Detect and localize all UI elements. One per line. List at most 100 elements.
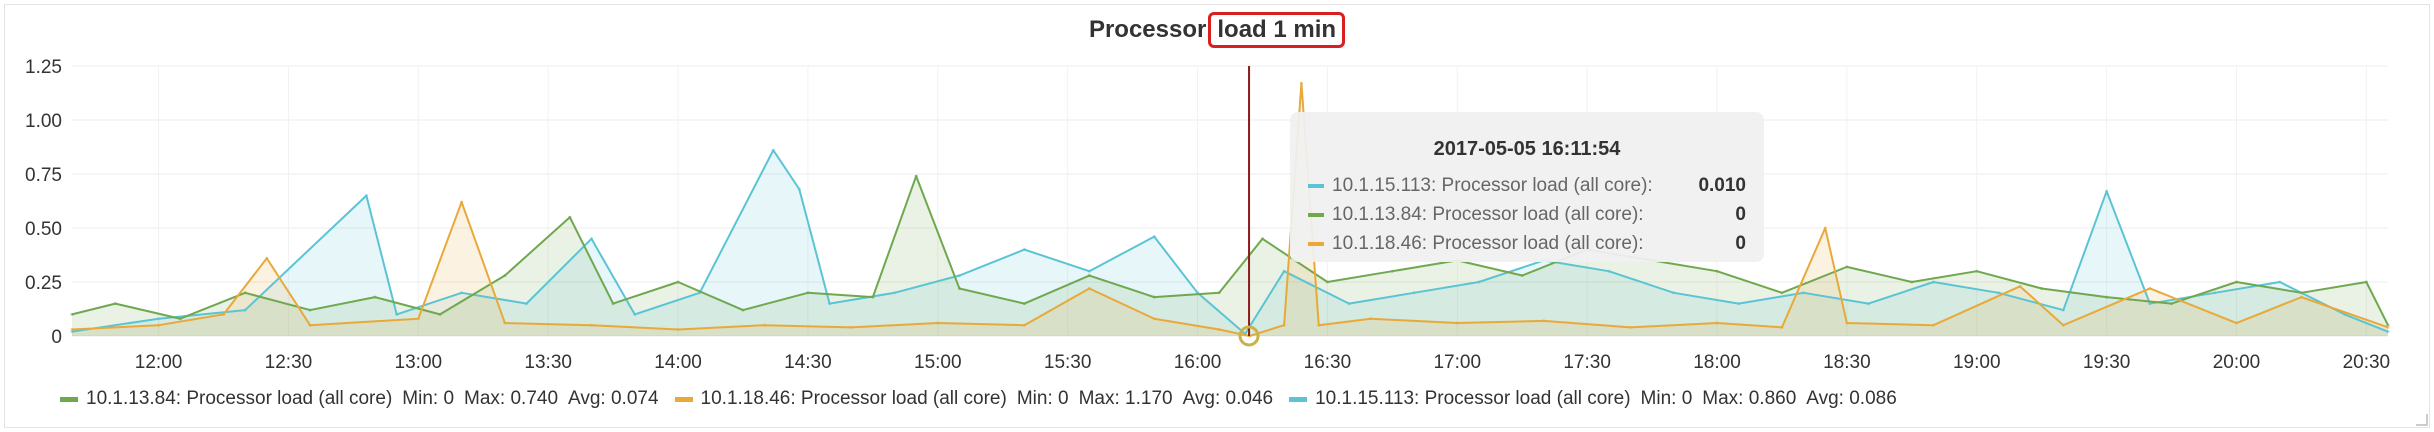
data-point [2234,321,2238,325]
x-tick-label: 13:30 [524,352,572,373]
data-point [1217,328,1221,332]
data-point [957,274,961,278]
data-point [1217,291,1221,295]
data-point [2299,291,2303,295]
legend-series-name[interactable]: 10.1.18.46: Processor load (all core) [700,388,1007,409]
data-point [611,302,615,306]
data-point [2299,295,2303,299]
data-point [364,194,368,198]
data-point [525,302,529,306]
title-prefix: Processor [1088,16,1207,43]
legend-item[interactable]: 10.1.15.113: Processor load (all core) M… [1289,388,1897,410]
tooltip-series-value: 0.010 [1698,174,1746,196]
data-point [2061,308,2065,312]
data-point [2148,302,2152,306]
series-area [72,150,2388,336]
data-point [222,312,226,316]
data-point [70,328,74,332]
data-point [1845,265,1849,269]
data-point [589,323,593,327]
data-point [2386,325,2390,329]
data-point [308,323,312,327]
data-point [373,295,377,299]
data-point [633,312,637,316]
data-point [1607,269,1611,273]
data-point [2386,323,2390,327]
data-point [1087,274,1091,278]
data-point [763,323,767,327]
data-point [1152,317,1156,321]
x-tick-label: 18:30 [1823,352,1871,373]
data-point [1672,291,1676,295]
tooltip-row: 10.1.13.84: Processor load (all core): 0 [1308,200,1746,229]
resize-handle-icon[interactable] [2416,414,2428,426]
y-tick-label: 0.50 [25,219,62,240]
legend-swatch [674,396,693,402]
data-point [676,280,680,284]
chart-title: Processor load 1 min [0,12,2434,48]
crosshair-marker [1238,325,1260,347]
data-point [157,323,161,327]
x-tick-label: 12:00 [135,352,183,373]
x-tick-label: 16:30 [1304,352,1352,373]
data-point [771,148,775,152]
x-tick-label: 15:30 [1044,352,1092,373]
series-lines [70,81,2390,338]
legend-item[interactable]: 10.1.18.46: Processor load (all core) Mi… [674,388,1274,410]
data-point [2170,302,2174,306]
data-point [1369,317,1373,321]
legend-item[interactable]: 10.1.13.84: Processor load (all core) Mi… [60,388,659,410]
data-point [113,302,117,306]
data-point [460,291,464,295]
tooltip-swatch [1308,183,1324,188]
x-tick-label: 14:00 [654,352,702,373]
x-tick-label: 19:00 [1953,352,2001,373]
tooltip-swatch [1308,212,1324,217]
data-point [2061,323,2065,327]
legend-avg: Avg: 0.086 [1806,388,1897,409]
data-point [1260,237,1264,241]
data-point [1087,286,1091,290]
data-point [893,291,897,295]
data-point [2386,330,2390,334]
legend-avg: Avg: 0.074 [568,388,659,409]
data-point [828,302,832,306]
title-highlight: load 1 min [1208,12,1346,48]
data-point [1780,291,1784,295]
legend-max: Max: 0.860 [1702,388,1797,409]
data-point [1325,280,1329,284]
x-tick-label: 20:00 [2213,352,2261,373]
data-point [1802,291,1806,295]
series-areas [72,83,2388,336]
data-point [1845,321,1849,325]
legend-max: Max: 0.740 [464,388,559,409]
x-tick-label: 15:00 [914,352,962,373]
x-tick-label: 12:30 [265,352,313,373]
data-point [1087,269,1091,273]
legend-series-name[interactable]: 10.1.13.84: Processor load (all core) [86,388,393,409]
chart-legend: 10.1.13.84: Processor load (all core) Mi… [60,388,1913,410]
series-area [72,176,2388,336]
legend-series-name[interactable]: 10.1.15.113: Processor load (all core) [1315,388,1631,409]
data-point [70,330,74,334]
y-tick-label: 1.25 [25,57,62,78]
crosshair [1238,66,1260,347]
data-point [460,200,464,204]
legend-avg: Avg: 0.046 [1182,388,1274,409]
data-point [957,286,961,290]
data-point [157,317,161,321]
data-point [1022,302,1026,306]
data-point [1780,325,1784,329]
hover-tooltip: 2017-05-05 16:11:54 10.1.15.113: Process… [1290,112,1764,262]
data-point [243,308,247,312]
legend-swatch [60,396,78,402]
data-point [1737,302,1741,306]
data-point [178,317,182,321]
data-point [2105,189,2109,193]
data-point [1347,302,1351,306]
data-point [1628,325,1632,329]
tooltip-series-value: 0 [1735,232,1746,254]
data-point [1715,269,1719,273]
x-tick-label: 13:00 [395,352,443,373]
